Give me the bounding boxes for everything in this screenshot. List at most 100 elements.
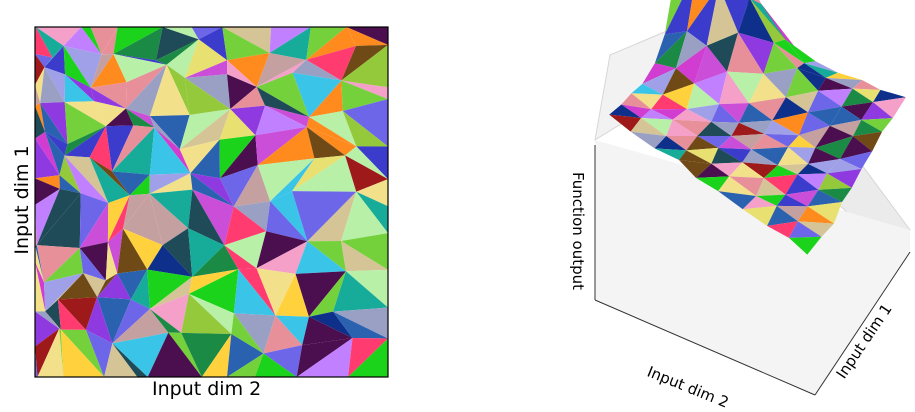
linear-region — [122, 228, 163, 270]
linear-region — [40, 67, 65, 104]
surface-facet — [815, 125, 854, 148]
linear-region — [35, 131, 60, 176]
surface-facet — [748, 97, 786, 121]
linear-region — [342, 110, 388, 147]
linear-region — [307, 240, 346, 272]
linear-region — [292, 72, 342, 117]
surface-facet — [797, 173, 828, 190]
surface-facet — [711, 121, 739, 137]
surface-facet — [609, 114, 642, 132]
surface-facet — [827, 168, 862, 188]
linear-region — [184, 74, 231, 110]
surface-facet — [777, 147, 809, 166]
linear-region — [112, 171, 150, 196]
surface-facet — [664, 0, 693, 35]
linear-region — [149, 64, 190, 117]
linear-region — [149, 173, 193, 194]
surface-facet — [738, 120, 773, 134]
linear-region — [122, 193, 163, 246]
surface-facet — [695, 163, 730, 178]
linear-region — [43, 273, 84, 312]
surface-facet — [718, 136, 752, 150]
linear-region — [188, 189, 225, 246]
surface-facet — [686, 104, 720, 122]
linear-region — [45, 273, 84, 312]
linear-region — [149, 189, 193, 229]
linear-region — [35, 311, 60, 347]
linear-region — [155, 39, 199, 65]
linear-region — [35, 175, 60, 189]
surface-facet — [785, 68, 819, 98]
linear-region — [64, 74, 95, 103]
linear-region — [90, 27, 118, 55]
surface-facet — [742, 205, 777, 226]
linear-region — [149, 309, 182, 333]
surface-facet — [818, 173, 852, 190]
linear-region — [83, 273, 106, 298]
surface-facet — [807, 106, 842, 126]
surface-3d: Function output Input dim 2 Input dim 1 — [500, 0, 915, 412]
surface-facet — [807, 201, 843, 224]
linear-region — [333, 307, 388, 339]
surface-facet — [654, 31, 687, 69]
linear-region — [63, 45, 91, 88]
linear-region — [257, 126, 315, 166]
linear-region — [97, 273, 118, 298]
surface-facet — [788, 147, 816, 164]
linear-region — [113, 53, 167, 83]
surface-facet — [777, 163, 809, 175]
x-axis-label: Input dim 2 — [152, 378, 262, 400]
surface-facet — [727, 71, 764, 104]
surface-facet — [664, 0, 682, 35]
linear-region — [35, 261, 46, 312]
linear-region — [184, 39, 228, 78]
linear-region — [166, 64, 190, 115]
surface-facet — [804, 63, 838, 78]
surface-facet — [718, 147, 752, 163]
linear-region — [341, 233, 388, 270]
surface-facet — [797, 63, 826, 78]
linear-region — [112, 125, 155, 172]
linear-region — [348, 337, 388, 377]
linear-region — [147, 332, 202, 377]
linear-region — [64, 126, 106, 156]
linear-region — [256, 241, 308, 274]
linear-region — [307, 191, 357, 242]
linear-region — [255, 126, 307, 166]
surface-facet — [808, 147, 841, 164]
surface-facet — [719, 103, 749, 123]
surface-facet — [797, 221, 834, 237]
linear-region — [64, 155, 109, 204]
linear-region — [130, 269, 150, 310]
linear-region — [112, 309, 169, 344]
linear-region — [35, 54, 53, 68]
surface-facet — [797, 163, 828, 175]
x-axis-line — [594, 299, 816, 396]
linear-region — [35, 138, 60, 179]
surface-facet — [706, 0, 739, 46]
linear-region — [105, 108, 134, 127]
linear-region — [79, 193, 109, 248]
surface-facet — [641, 109, 673, 120]
linear-region — [107, 228, 123, 274]
linear-region — [188, 293, 234, 334]
linear-region — [226, 74, 257, 110]
surface-facet — [772, 112, 808, 136]
surface-facet — [609, 104, 642, 118]
linear-region — [275, 273, 309, 317]
linear-region — [58, 297, 98, 330]
surface-facet — [776, 194, 808, 207]
linear-region — [309, 110, 357, 147]
surface-facet — [767, 205, 798, 226]
linear-region — [35, 105, 45, 139]
linear-region — [112, 343, 148, 377]
surface-facet — [718, 191, 757, 210]
surface-facet — [742, 162, 778, 179]
linear-region — [346, 27, 388, 46]
linear-region — [58, 273, 98, 300]
linear-region — [275, 315, 309, 346]
linear-region — [122, 193, 150, 229]
linear-region — [59, 328, 64, 377]
surface-facet — [731, 122, 765, 137]
linear-region — [356, 179, 388, 207]
